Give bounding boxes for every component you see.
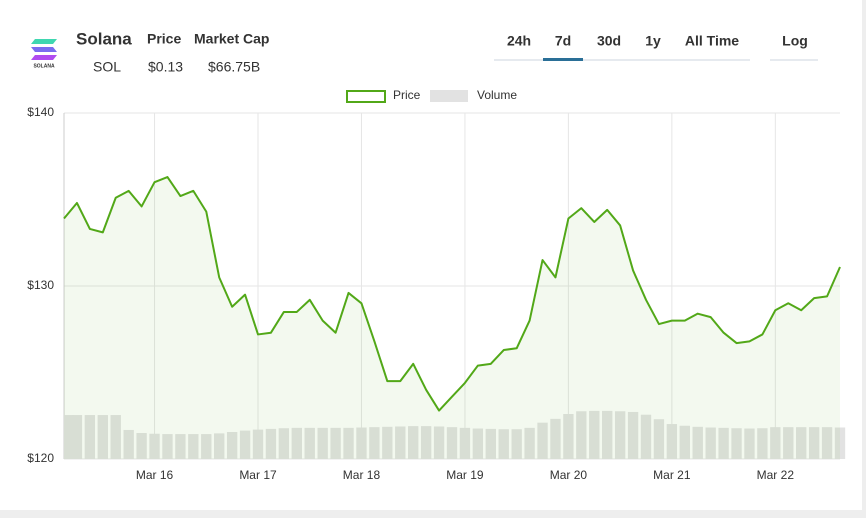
volume-bar [627, 411, 639, 459]
tab[interactable]: All Time [685, 33, 739, 49]
volume-bar [420, 426, 432, 459]
volume-bar [330, 427, 341, 459]
volume-bar [679, 425, 690, 459]
legend-swatch [430, 90, 468, 102]
volume-bar [731, 428, 742, 459]
volume-bar [757, 428, 768, 459]
volume-bar [433, 426, 445, 459]
volume-bar [653, 419, 665, 459]
symbol: SOL [93, 59, 121, 75]
volume-bar [317, 427, 328, 459]
x-tick-label: Mar 22 [757, 468, 795, 482]
page-strip [862, 0, 866, 518]
volume-bar [744, 428, 755, 459]
volume-bar [175, 434, 186, 459]
price: $0.13 [148, 59, 183, 75]
volume-bar [64, 415, 75, 459]
tab-underline [543, 58, 583, 61]
volume-bar [162, 434, 173, 459]
volume-bar [472, 428, 484, 459]
volume-bar [408, 426, 419, 459]
volume-bar [304, 427, 315, 459]
x-tick-label: Mar 17 [239, 468, 277, 482]
tab[interactable]: 1y [645, 33, 661, 49]
volume-bar [343, 427, 354, 459]
volume-bar [576, 411, 587, 459]
x-tick-label: Mar 18 [343, 468, 381, 482]
logo: SOLANA [31, 39, 57, 69]
volume-bar [446, 427, 458, 459]
volume-bar [783, 427, 794, 459]
volume-bar [602, 410, 613, 459]
volume-bar [110, 415, 121, 459]
x-tick-label: Mar 20 [550, 468, 588, 482]
price-area [64, 177, 840, 459]
logo-text: SOLANA [33, 63, 55, 69]
volume-bar [589, 410, 600, 459]
legend-label: Volume [477, 88, 517, 102]
volume-bar [395, 426, 406, 459]
volume-bar [537, 422, 548, 459]
volume-bar [369, 427, 380, 459]
page-strip [0, 510, 866, 518]
volume-bar [796, 427, 807, 459]
volume-bar [511, 429, 522, 459]
market-cap-label: Market Cap [194, 31, 269, 47]
volume-bar [252, 429, 264, 459]
price-line [63, 176, 841, 412]
volume-bar [291, 427, 302, 459]
coin-name: Solana [76, 29, 132, 48]
volume-bar [239, 430, 251, 459]
volume-bar [459, 427, 471, 459]
y-tick-label: $120 [27, 451, 54, 465]
volume-bar [226, 432, 238, 459]
volume-bar [84, 415, 96, 459]
price-label: Price [147, 31, 181, 47]
volume-bar [718, 427, 729, 459]
volume-bar [97, 415, 108, 459]
volume-bar [666, 424, 678, 459]
volume-bar [563, 414, 574, 459]
volume-bar [550, 418, 561, 459]
volume-bar [278, 428, 290, 459]
volume-bar [498, 429, 509, 459]
legend-swatch [346, 90, 386, 103]
x-tick-label: Mar 21 [653, 468, 691, 482]
volume-bar [692, 426, 703, 459]
volume-bar [71, 415, 83, 459]
volume-bar [485, 428, 496, 459]
market-cap: $66.75B [208, 59, 260, 75]
volume-bar [614, 411, 626, 459]
volume-bar [188, 434, 199, 459]
volume-bar [214, 433, 225, 459]
y-tick-label: $130 [27, 278, 54, 292]
volume-bar [808, 427, 820, 459]
volume-bar [123, 429, 134, 459]
log-button[interactable]: Log [782, 33, 808, 49]
volume-bar [834, 427, 846, 459]
volume-bar [821, 427, 833, 459]
tab[interactable]: 30d [597, 33, 621, 49]
volume-bar [640, 414, 652, 459]
x-tick-label: Mar 16 [136, 468, 174, 482]
y-tick-label: $140 [27, 105, 54, 119]
volume-bar [382, 426, 393, 459]
legend-label: Price [393, 88, 421, 102]
volume-bar [356, 427, 367, 459]
volume-bar [265, 428, 277, 459]
tab[interactable]: 7d [555, 33, 571, 49]
volume-bar [524, 427, 535, 459]
volume-bar [770, 427, 781, 459]
volume-bar [149, 433, 160, 459]
x-tick-label: Mar 19 [446, 468, 484, 482]
volume-bar [705, 427, 716, 459]
volume-bar [136, 433, 147, 459]
volume-bar [201, 434, 212, 459]
tab[interactable]: 24h [507, 33, 531, 49]
